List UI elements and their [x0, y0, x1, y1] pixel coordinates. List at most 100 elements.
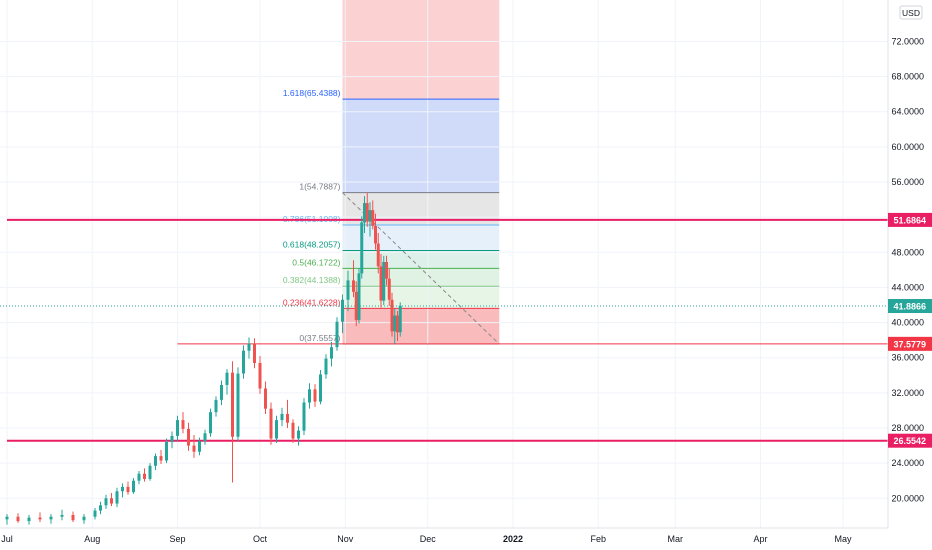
time-tick-label: Feb	[590, 534, 606, 544]
candle-body	[368, 210, 372, 222]
price-tick-label: 60.0000	[891, 142, 924, 152]
candle-body	[264, 388, 267, 409]
time-tick-label: Jul	[1, 534, 13, 544]
currency-tag[interactable]	[899, 5, 923, 20]
candle-body	[319, 374, 322, 402]
candle-body	[99, 505, 102, 511]
price-badge-label: 37.5779	[893, 339, 926, 349]
price-badge	[888, 299, 932, 314]
fib-level-label: 0.236(41.6228)	[283, 297, 341, 307]
candle-body	[382, 261, 386, 301]
fib-level-label: 0.618(48.2057)	[283, 239, 341, 249]
candle-body	[275, 420, 278, 439]
candle-body	[379, 266, 383, 301]
fib-level-label: 0.382(44.1388)	[283, 275, 341, 285]
fib-band	[342, 99, 500, 193]
candle-body	[269, 408, 273, 439]
candle-body	[346, 280, 350, 300]
price-tick-label: 56.0000	[891, 177, 924, 187]
candle-body	[27, 517, 31, 522]
fib-band	[342, 286, 500, 309]
price-tick-label: 40.0000	[891, 318, 924, 328]
candle-body	[280, 413, 284, 421]
price-tick-label: 44.0000	[891, 282, 924, 292]
candle-body	[121, 486, 124, 492]
time-tick-label: Sep	[169, 534, 185, 544]
candle-body	[214, 399, 218, 413]
candle-body	[354, 291, 358, 320]
candle-body	[302, 402, 306, 431]
fib-level-label: 0(37.5557)	[299, 333, 340, 343]
price-axis[interactable]: 20.0000 24.0000 28.0000 32.0000 36.0000 40.00…	[887, 0, 932, 550]
candle-body	[16, 516, 20, 522]
candle-body	[308, 389, 311, 403]
time-tick-label: 2022	[503, 534, 523, 544]
fib-band	[342, 268, 500, 287]
candle-body	[93, 510, 97, 517]
price-tick-label: 72.0000	[891, 36, 924, 46]
candle-body	[60, 514, 64, 517]
candle-body	[396, 315, 399, 333]
candle-body	[374, 225, 377, 244]
fib-band-base	[343, 344, 500, 529]
price-badges: 51.6864 37.5779 26.5542 41.8866	[888, 212, 932, 448]
time-tick-label: Mar	[668, 534, 684, 544]
price-tick-label: 20.0000	[891, 493, 924, 503]
candle-body	[165, 442, 168, 461]
candle-body	[220, 384, 223, 400]
candle-body	[159, 456, 163, 461]
fib-level-label: 1(54.7887)	[299, 182, 340, 192]
candle-body	[352, 280, 355, 292]
time-axis[interactable]: Jul Aug Sep Oct Nov Dec 2022 Feb Mar Apr May	[0, 527, 932, 550]
candle-body	[360, 222, 364, 274]
candle-body	[187, 428, 190, 446]
price-tick-label: 36.0000	[891, 353, 924, 363]
candle-body	[198, 441, 201, 452]
candle-body	[148, 465, 152, 479]
time-tick-label: Dec	[420, 534, 437, 544]
price-badge-label: 26.5542	[893, 436, 926, 446]
candle-body	[236, 373, 240, 437]
time-tick-label: Apr	[753, 534, 767, 544]
candle-body	[286, 413, 289, 423]
candle-body	[398, 305, 402, 333]
candle-body	[71, 514, 75, 521]
candle-body	[390, 299, 394, 332]
candle-body	[110, 498, 113, 504]
time-tick-label: Oct	[253, 534, 268, 544]
candle-body	[126, 486, 130, 493]
candle-body	[385, 261, 388, 279]
candle-body	[209, 412, 212, 434]
price-axis-bg	[888, 0, 932, 550]
price-tick-label: 32.0000	[891, 388, 924, 398]
candle-body	[154, 456, 157, 466]
fib-band	[342, 0, 500, 100]
price-tick-label: 64.0000	[891, 107, 924, 117]
candle-body	[393, 315, 397, 332]
candle-body	[104, 498, 108, 506]
candle-body	[363, 203, 366, 223]
candle-body	[258, 362, 262, 389]
price-badge-label: 51.6864	[893, 215, 926, 225]
price-badge	[888, 212, 932, 227]
candle-body	[231, 372, 234, 437]
candle-body	[335, 321, 339, 348]
candle-body	[181, 420, 185, 429]
candle-body	[132, 480, 135, 493]
candle-body	[143, 473, 146, 479]
candle-body	[225, 372, 229, 385]
fib-band-zero	[342, 308, 500, 345]
time-tick-label: Nov	[337, 534, 354, 544]
horizontal-lines[interactable]	[0, 218, 888, 442]
fib-level-label: 0.5(46.1722)	[292, 257, 340, 267]
fib-level-label: 1.618(65.4388)	[283, 88, 341, 98]
candle-body	[82, 516, 86, 521]
price-badge	[888, 433, 932, 448]
candle-body	[330, 347, 333, 359]
price-tick-label: 28.0000	[891, 423, 924, 433]
candle-body	[247, 343, 251, 351]
fib-bands	[342, 0, 500, 529]
candle-body	[203, 433, 207, 442]
